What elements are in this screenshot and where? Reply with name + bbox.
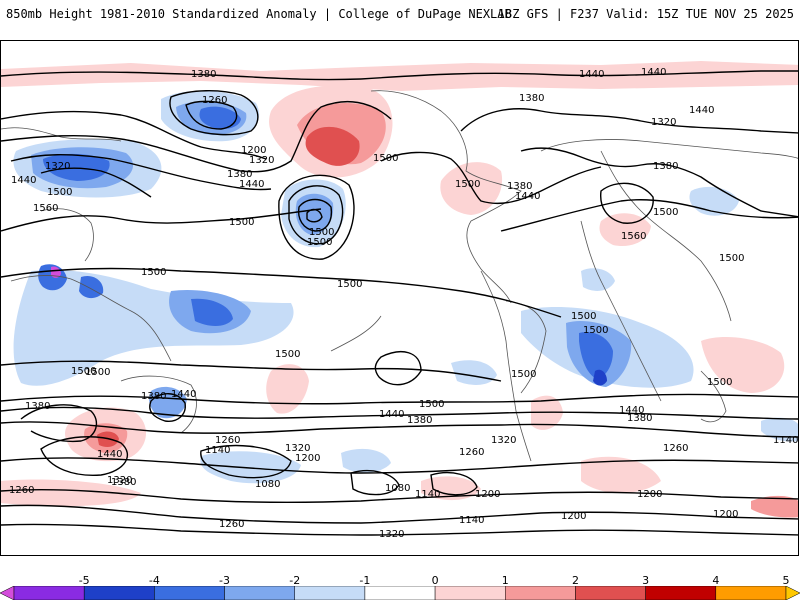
colorbar-cell [575, 586, 646, 600]
colorbar-cell [83, 586, 155, 600]
contour-label: 1500 [707, 377, 732, 388]
colorbar-tick-label: 1 [501, 574, 509, 587]
contour-label: 1500 [337, 279, 362, 290]
contour-label: 1380 [227, 169, 252, 180]
contour-label: 1380 [407, 415, 432, 426]
contour-label: 1320 [45, 161, 70, 172]
contour-label: 1440 [619, 405, 644, 416]
colorbar-cell [434, 586, 506, 600]
contour-label: 1320 [249, 155, 274, 166]
map-panel: 1380 1440 1440 1260 1380 1320 1440 1320 … [0, 40, 799, 556]
contour-label: 1380 [25, 401, 50, 412]
contour-label: 1260 [202, 95, 227, 106]
contour-label: 1380 [191, 69, 216, 80]
contour-labels: 1380 1440 1440 1260 1380 1320 1440 1320 … [9, 67, 798, 540]
contour-label: 1440 [11, 175, 36, 186]
contour-label: 1500 [309, 227, 334, 238]
contour-label: 1200 [475, 489, 500, 500]
colorbar-cell [154, 586, 225, 600]
colorbar-tick-label: 3 [642, 574, 650, 587]
coastlines [1, 90, 798, 462]
colorbar-tick-label: -2 [289, 574, 301, 587]
contour-label: 1320 [107, 475, 132, 486]
colorbar [0, 586, 800, 600]
map-title: 850mb Height 1981-2010 Standardized Anom… [6, 7, 512, 21]
contour-label: 1500 [719, 253, 744, 264]
contour-label: 1140 [459, 515, 484, 526]
contour-label: 1320 [379, 529, 404, 540]
contour-label: 1200 [295, 453, 320, 464]
colorbar-tick-label: 4 [712, 574, 720, 587]
contour-label: 1380 [653, 161, 678, 172]
contour-label: 1260 [215, 435, 240, 446]
contour-label: 1260 [459, 447, 484, 458]
contour-label: 1440 [515, 191, 540, 202]
contour-label: 1260 [9, 485, 34, 496]
anomaly-map: 1380 1440 1440 1260 1380 1320 1440 1320 … [1, 61, 798, 540]
colorbar-cell [715, 586, 787, 600]
colorbar-tick-label: -3 [219, 574, 231, 587]
contour-label: 1500 [275, 349, 300, 360]
contour-label: 1500 [419, 399, 444, 410]
contour-label: 1500 [373, 153, 398, 164]
colorbar-tick-label: -5 [78, 574, 90, 587]
contour-label: 1380 [111, 477, 136, 488]
colorbar-tick-label: 2 [571, 574, 579, 587]
contour-label: 1440 [641, 67, 666, 78]
contour-label: 1080 [255, 479, 280, 490]
contour-label: 1500 [455, 179, 480, 190]
colorbar-cell [645, 586, 717, 600]
contour-label: 1560 [621, 231, 646, 242]
model-run-info: 18Z GFS | F237 Valid: 15Z TUE NOV 25 202… [497, 7, 794, 21]
contour-label: 1200 [561, 511, 586, 522]
contour-label: 1500 [229, 217, 254, 228]
colorbar-cell [364, 586, 436, 600]
contour-label: 1140 [205, 445, 230, 456]
contour-label: 1500 [511, 369, 536, 380]
contour-label: 1380 [141, 391, 166, 402]
contour-label: 1500 [571, 311, 596, 322]
negative-anomaly-shading [13, 90, 798, 484]
colorbar-tick-label: 5 [782, 574, 790, 587]
contour-label: 1500 [307, 237, 332, 248]
contour-label: 1500 [71, 366, 96, 377]
contour-label: 1200 [637, 489, 662, 500]
contour-label: 1440 [97, 449, 122, 460]
contour-label: 1500 [653, 207, 678, 218]
contour-label: 1500 [47, 187, 72, 198]
colorbar-tick-label: -4 [148, 574, 160, 587]
colorbar-cell [13, 586, 85, 600]
contour-label: 1080 [385, 483, 410, 494]
colorbar-cell [0, 586, 15, 600]
height-contours [1, 70, 798, 536]
contour-label: 1500 [85, 367, 110, 378]
colorbar-cell [505, 586, 576, 600]
contour-label: 1380 [627, 413, 652, 424]
contour-label: 1500 [141, 267, 166, 278]
contour-label: 1560 [33, 203, 58, 214]
contour-label: 1140 [415, 489, 440, 500]
contour-label: 1440 [379, 409, 404, 420]
contour-label: 1320 [491, 435, 516, 446]
contour-label: 1140 [773, 435, 798, 446]
colorbar-tick-label: -1 [359, 574, 371, 587]
contour-label: 1440 [171, 389, 196, 400]
colorbar-tick-label: 0 [431, 574, 439, 587]
colorbar-cell [785, 586, 800, 600]
contour-label: 1440 [239, 179, 264, 190]
contour-label: 1260 [219, 519, 244, 530]
contour-label: 1500 [583, 325, 608, 336]
contour-label: 1440 [689, 105, 714, 116]
contour-label: 1440 [579, 69, 604, 80]
contour-label: 1200 [713, 509, 738, 520]
contour-label: 1200 [241, 145, 266, 156]
contour-label: 1380 [507, 181, 532, 192]
contour-label: 1380 [519, 93, 544, 104]
contour-label: 1260 [663, 443, 688, 454]
contour-label: 1320 [651, 117, 676, 128]
colorbar-cell [224, 586, 295, 600]
contour-label: 1320 [285, 443, 310, 454]
colorbar-cell [294, 586, 366, 600]
